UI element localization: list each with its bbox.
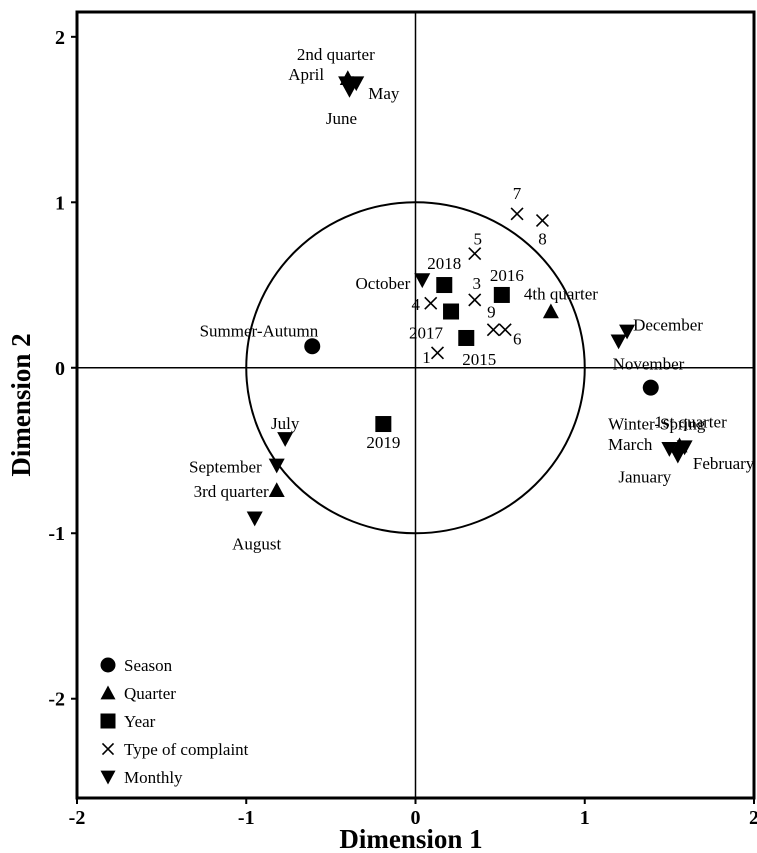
legend: Season Quarter Year Type of complaint Monthl…	[100, 656, 249, 787]
legend-label: Type of complaint	[124, 740, 249, 759]
point-label: March	[608, 435, 653, 454]
tick-layer: -2 -1 0 1 2 2 1 0 -1 -2	[48, 27, 757, 829]
y-tick-label: 2	[55, 27, 65, 49]
season-point	[642, 379, 659, 396]
point-label: 9	[487, 303, 496, 322]
year-point	[375, 416, 392, 433]
year-point	[458, 329, 475, 346]
year-point	[436, 277, 453, 294]
point-label: July	[271, 414, 300, 433]
type-of-complaint-point	[510, 207, 524, 221]
year-point	[443, 303, 460, 320]
x-tick-label: -2	[69, 807, 86, 829]
point-label: 2018	[427, 254, 461, 273]
y-tick-label: -1	[48, 523, 65, 545]
type-of-complaint-point	[486, 323, 500, 337]
point-label: August	[232, 534, 281, 553]
type-of-complaint-point	[535, 213, 549, 228]
monthly-point	[414, 273, 431, 289]
monthly-point	[676, 440, 693, 456]
y-axis-title: Dimension 2	[6, 333, 36, 476]
y-tick-label: -2	[48, 689, 65, 711]
legend-marker-season	[100, 657, 116, 673]
point-label: 2016	[490, 266, 524, 285]
point-label: 6	[513, 330, 522, 349]
reference-circle	[245, 201, 586, 535]
y-tick-label: 1	[55, 192, 65, 214]
point-label: Summer-Autumn	[200, 321, 319, 340]
point-label: 2nd quarter	[297, 45, 375, 64]
x-tick-label: 2	[749, 807, 757, 829]
point-label: 2017	[409, 324, 444, 343]
point-label: 2015	[462, 350, 496, 369]
type-of-complaint-point	[424, 296, 438, 310]
monthly-point	[610, 334, 627, 350]
season-point	[304, 338, 321, 355]
point-label: 7	[513, 184, 522, 203]
point-label: April	[288, 65, 324, 84]
legend-marker-year	[100, 713, 116, 729]
legend-label: Season	[124, 656, 173, 675]
point-label: 4th quarter	[524, 285, 598, 304]
point-label: June	[326, 109, 357, 128]
point-label: Winter-Spring	[608, 415, 706, 434]
x-tick-label: 1	[580, 807, 590, 829]
monthly-point	[246, 511, 263, 527]
monthly-point	[277, 432, 294, 447]
legend-label: Monthly	[124, 768, 183, 787]
monthly-point	[661, 442, 678, 457]
monthly-point	[669, 448, 686, 464]
point-label: 5	[473, 230, 482, 249]
point-label: January	[618, 467, 671, 486]
type-of-complaint-point	[498, 323, 512, 337]
point-label: 3	[472, 274, 481, 293]
x-tick-label: -1	[238, 807, 255, 829]
point-label: 2019	[366, 433, 400, 452]
type-of-complaint-point	[468, 247, 482, 261]
point-label: 8	[538, 229, 547, 248]
x-axis-title: Dimension 1	[339, 824, 482, 853]
x-tick-label: 0	[411, 807, 421, 829]
legend-marker-type-of-complaint	[101, 742, 115, 756]
point-label: 3rd quarter	[194, 482, 269, 501]
point-label: November	[613, 354, 685, 373]
monthly-point	[268, 458, 285, 474]
monthly-point	[619, 324, 636, 340]
point-label: February	[693, 454, 755, 473]
quarter-point	[542, 303, 559, 319]
y-tick-label: 0	[55, 358, 65, 380]
quarter-point	[268, 482, 285, 498]
monthly-point	[341, 82, 358, 98]
point-label: October	[356, 274, 411, 293]
type-of-complaint-point	[430, 346, 445, 360]
point-label: December	[633, 315, 703, 334]
point-label: 4	[411, 295, 420, 314]
legend-marker-quarter	[100, 685, 116, 700]
reference-layer	[77, 12, 754, 798]
label-layer: Summer-Autumn Winter-Spring 2nd quarter 4th…	[189, 45, 755, 553]
type-of-complaint-point	[468, 293, 482, 307]
point-label: May	[368, 84, 400, 103]
legend-marker-monthly	[100, 770, 116, 785]
legend-label: Year	[124, 712, 156, 731]
point-label: 1st quarter	[655, 413, 728, 432]
point-label: September	[189, 457, 262, 476]
legend-label: Quarter	[124, 684, 176, 703]
point-label: 1	[422, 348, 431, 367]
point-layer	[246, 70, 693, 527]
year-point	[493, 286, 510, 303]
